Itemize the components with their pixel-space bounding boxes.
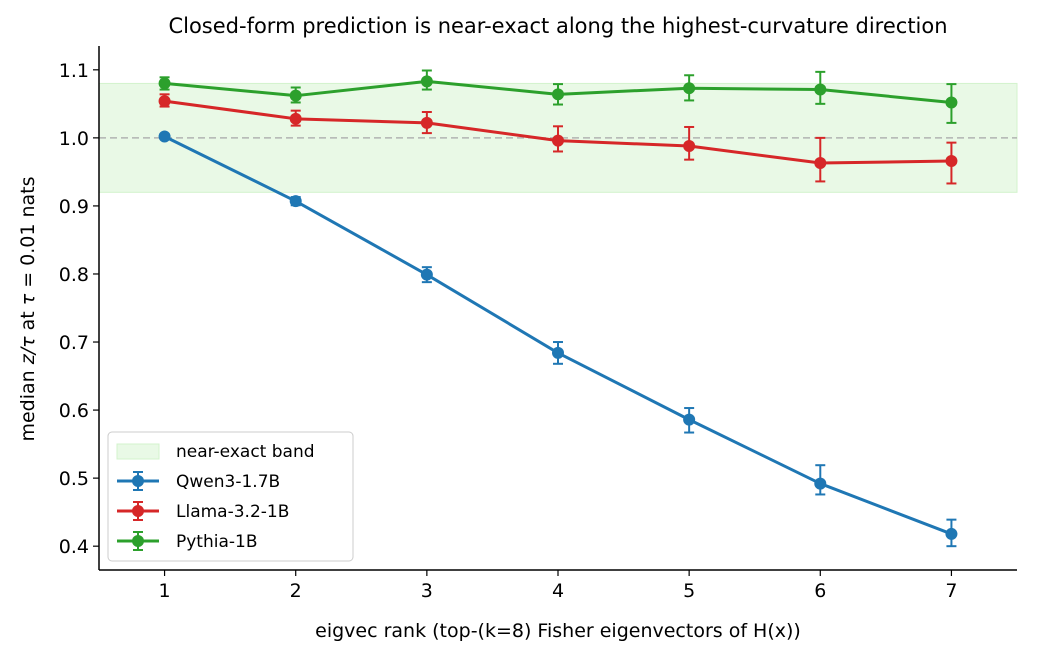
data-point <box>552 346 564 359</box>
y-tick-label: 0.4 <box>59 536 89 558</box>
legend: near-exact band Qwen3-1.7B Llama-3.2-1B Pyt… <box>107 431 354 562</box>
data-point <box>683 413 696 426</box>
data-point <box>683 82 696 95</box>
y-tick-label: 0.8 <box>59 264 89 286</box>
series-layer <box>158 69 958 548</box>
legend-marker <box>132 535 144 547</box>
series-qwen3-1-7b <box>158 130 958 548</box>
x-ticks: 1 2 3 4 5 6 7 <box>159 570 957 602</box>
data-point <box>814 83 827 96</box>
y-axis-label-prefix: median <box>17 364 39 441</box>
x-tick-label: 5 <box>683 580 695 602</box>
data-point <box>420 116 433 129</box>
data-point <box>814 157 827 170</box>
legend-swatch-band <box>116 443 160 460</box>
legend-entry-pythia-1b: Pythia-1B <box>117 531 258 552</box>
data-point <box>945 155 958 168</box>
data-point <box>289 89 302 102</box>
legend-marker <box>132 505 144 517</box>
series-llama-3-2-1b <box>158 93 958 185</box>
data-point <box>552 134 564 147</box>
data-point <box>420 75 433 88</box>
data-point <box>552 88 564 101</box>
y-tick-label: 0.9 <box>59 196 89 218</box>
legend-entry-llama-3-2-1b: Llama-3.2-1B <box>117 501 289 522</box>
legend-marker <box>132 475 144 487</box>
legend-label: Qwen3-1.7B <box>176 472 280 492</box>
data-point <box>289 195 302 208</box>
axes: 1 2 3 4 5 6 7 0.4 0.5 0.6 0.7 0.8 0.9 1.0 1.1 <box>59 46 1017 602</box>
x-tick-label: 3 <box>421 580 433 602</box>
x-axis-label: eigvec rank (top-(k=8) Fisher eigenvecto… <box>315 620 801 642</box>
data-point <box>420 268 433 281</box>
x-tick-label: 6 <box>814 580 826 602</box>
legend-label: near-exact band <box>176 442 315 462</box>
y-tick-label: 0.5 <box>59 468 89 490</box>
data-point <box>683 140 696 153</box>
y-axis-label-at: at <box>17 305 39 336</box>
data-point <box>945 527 958 540</box>
data-point <box>158 95 171 108</box>
y-axis-label-ratio: z/τ <box>17 336 39 365</box>
legend-box <box>107 431 354 562</box>
y-axis-label-suffix: = 0.01 nats <box>17 176 39 293</box>
y-ticks: 0.4 0.5 0.6 0.7 0.8 0.9 1.0 1.1 <box>59 60 99 558</box>
x-tick-label: 1 <box>159 580 171 602</box>
x-tick-label: 7 <box>945 580 957 602</box>
y-axis-label-tau: τ <box>17 293 39 305</box>
y-tick-label: 1.1 <box>59 60 89 82</box>
y-tick-label: 1.0 <box>59 128 89 150</box>
x-tick-label: 4 <box>552 580 564 602</box>
data-point <box>289 112 302 125</box>
legend-entry-qwen3-1-7b: Qwen3-1.7B <box>117 471 280 492</box>
data-point <box>814 477 827 490</box>
y-axis-label: median z/τ at τ = 0.01 nats <box>17 176 39 441</box>
y-tick-label: 0.6 <box>59 400 89 422</box>
chart-title: Closed-form prediction is near-exact alo… <box>168 14 947 38</box>
data-point <box>158 77 171 90</box>
legend-label: Llama-3.2-1B <box>176 502 289 522</box>
y-tick-label: 0.7 <box>59 332 89 354</box>
x-tick-label: 2 <box>290 580 302 602</box>
data-point <box>158 130 171 143</box>
legend-label: Pythia-1B <box>176 532 258 552</box>
series-pythia-1b <box>158 69 958 124</box>
legend-entry-band: near-exact band <box>116 442 315 462</box>
data-point <box>945 96 958 109</box>
plot-area <box>98 69 1018 548</box>
